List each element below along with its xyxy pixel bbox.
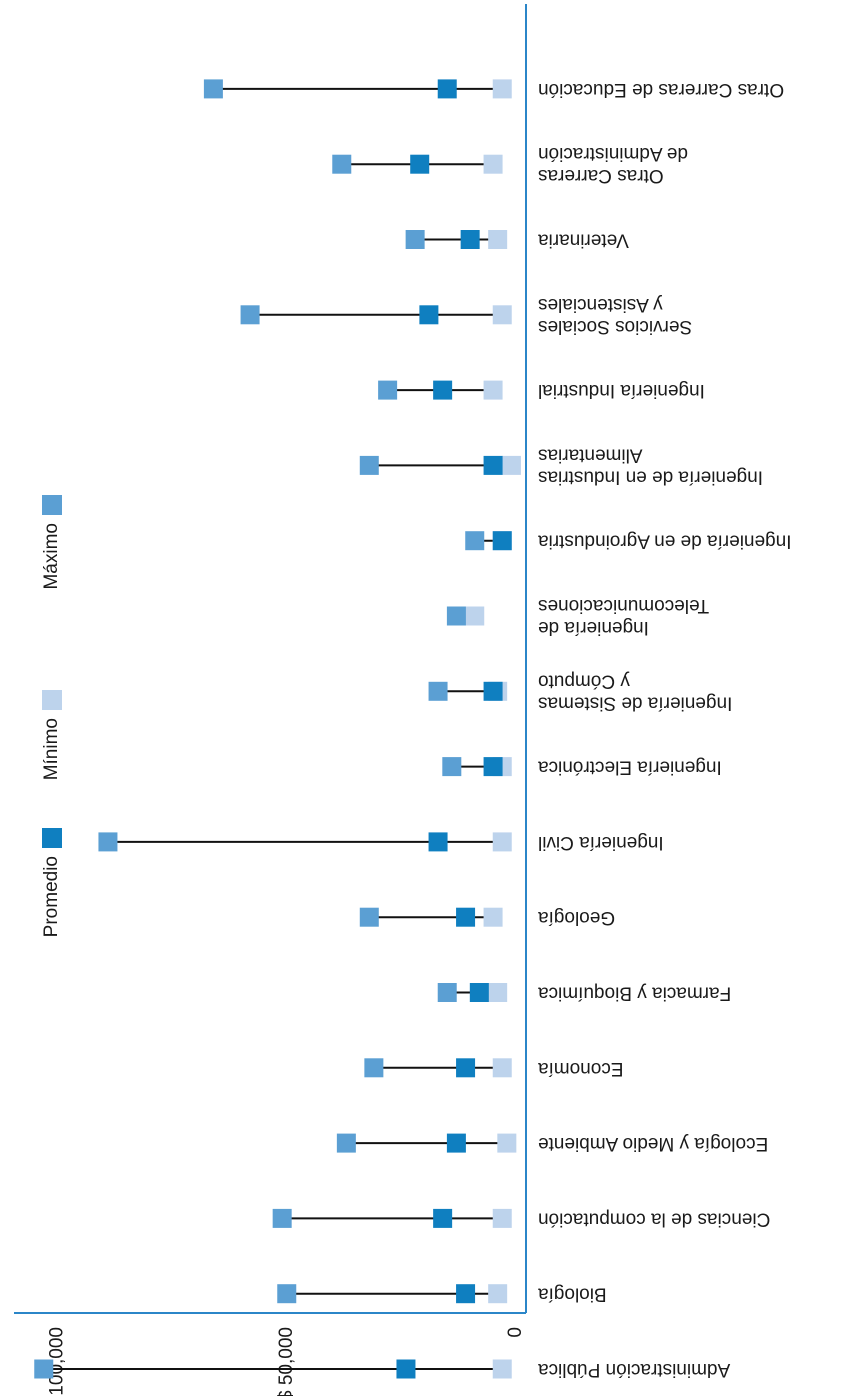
max-marker [359,907,379,927]
min-marker [492,79,512,99]
max-marker [405,230,425,249]
min-marker [483,907,503,927]
category-label-otras-carreras-de-educacion: Otras Carreras de Educación [538,79,784,100]
max-marker [437,983,457,1002]
legend-label-promedio: Promedio [41,856,62,937]
min-marker [483,154,503,174]
max-marker [240,305,260,325]
avg-marker [456,1284,476,1304]
max-marker [378,380,398,400]
value-tick-label: $ 50,000 [276,1327,297,1396]
legend-label-maximo: Máximo [41,523,62,590]
legend: Promedio Mínimo Máximo [41,495,62,937]
markers [34,79,521,1379]
max-marker [98,832,118,852]
min-marker [492,832,512,852]
avg-marker [456,1058,476,1078]
min-marker [465,606,485,626]
max-marker [332,154,352,174]
max-marker [428,681,448,701]
avg-marker [437,79,457,99]
category-label-economia: Economía [538,1058,624,1079]
category-label-ingenieria-civil: Ingeniería Civil [538,832,664,853]
avg-marker [428,832,448,852]
avg-marker [492,531,512,551]
avg-marker [460,230,480,249]
min-marker [488,1284,508,1304]
legend-swatch-maximo [42,495,62,515]
category-label-ingenieria-de-en-agroindustria: Ingeniería de en Agroindustria [538,531,792,552]
avg-marker [456,907,476,927]
category-label-servicios-sociales-y-asistenciales: Servicios Socialesy Asistenciales [538,294,692,337]
max-marker [465,531,485,551]
avg-marker [483,681,503,701]
range-lines [43,87,512,1370]
min-marker [492,1058,512,1078]
category-label-ingenieria-industrial: Ingeniería Industrial [538,380,705,401]
value-tick-label: 0 [505,1327,526,1338]
category-label-ciencias-de-la-computacion: Ciencias de la computación [538,1208,770,1229]
min-marker [492,1359,512,1379]
avg-marker [419,305,439,325]
axis-layer: 0 $ 50,000 $ 100,000 [14,4,527,1396]
min-marker [492,305,512,325]
avg-marker [433,380,453,400]
avg-marker [469,983,489,1002]
max-marker [277,1284,297,1304]
value-tick-label: $ 100,000 [47,1327,68,1396]
min-marker [501,455,521,475]
category-labels: Administración Pública Biología Ciencias d… [538,79,792,1380]
category-label-ingenieria-de-en-industrias-alimentarias: Ingeniería de en IndustriasAlimentarias [538,444,763,487]
max-marker [203,79,223,99]
max-marker [442,757,462,777]
max-marker [359,455,379,475]
category-label-ingenieria-de-telecomunicaciones: Ingeniería deTelecomunicaciones [538,595,709,638]
avg-marker [483,455,503,475]
category-label-otras-carreras-de-administracion: Otras Carrerasde Administración [538,143,688,186]
category-label-administracion-publica: Administración Pública [538,1359,731,1380]
max-marker [364,1058,384,1078]
category-label-farmacia-y-bioquimica: Farmacia y Bioquímica [538,982,732,1003]
legend-label-minimo: Mínimo [41,718,62,780]
avg-marker [396,1359,416,1379]
category-label-ingenieria-electronica: Ingeniería Electrónica [538,757,722,778]
avg-marker [483,757,503,777]
max-marker [446,606,466,626]
max-marker [272,1208,292,1228]
min-marker [488,983,508,1002]
category-label-geologia: Geología [538,907,616,928]
min-marker [483,380,503,400]
category-label-veterinaria: Veterinaria [538,229,629,250]
avg-marker [446,1133,466,1153]
legend-swatch-minimo [42,690,62,710]
min-marker [492,1208,512,1228]
category-label-biologia: Biología [538,1284,607,1305]
category-label-ingenieria-de-sistemas-y-computo: Ingeniería de Sistemasy Cómputo [538,670,732,713]
category-label-ecologia-y-medio-ambiente: Ecología y Medio Ambiente [538,1133,768,1154]
max-marker [34,1359,54,1379]
avg-marker [433,1208,453,1228]
max-marker [336,1133,356,1153]
min-marker [497,1133,517,1153]
avg-marker [410,154,430,174]
min-marker [488,230,508,249]
legend-swatch-promedio [42,828,62,848]
